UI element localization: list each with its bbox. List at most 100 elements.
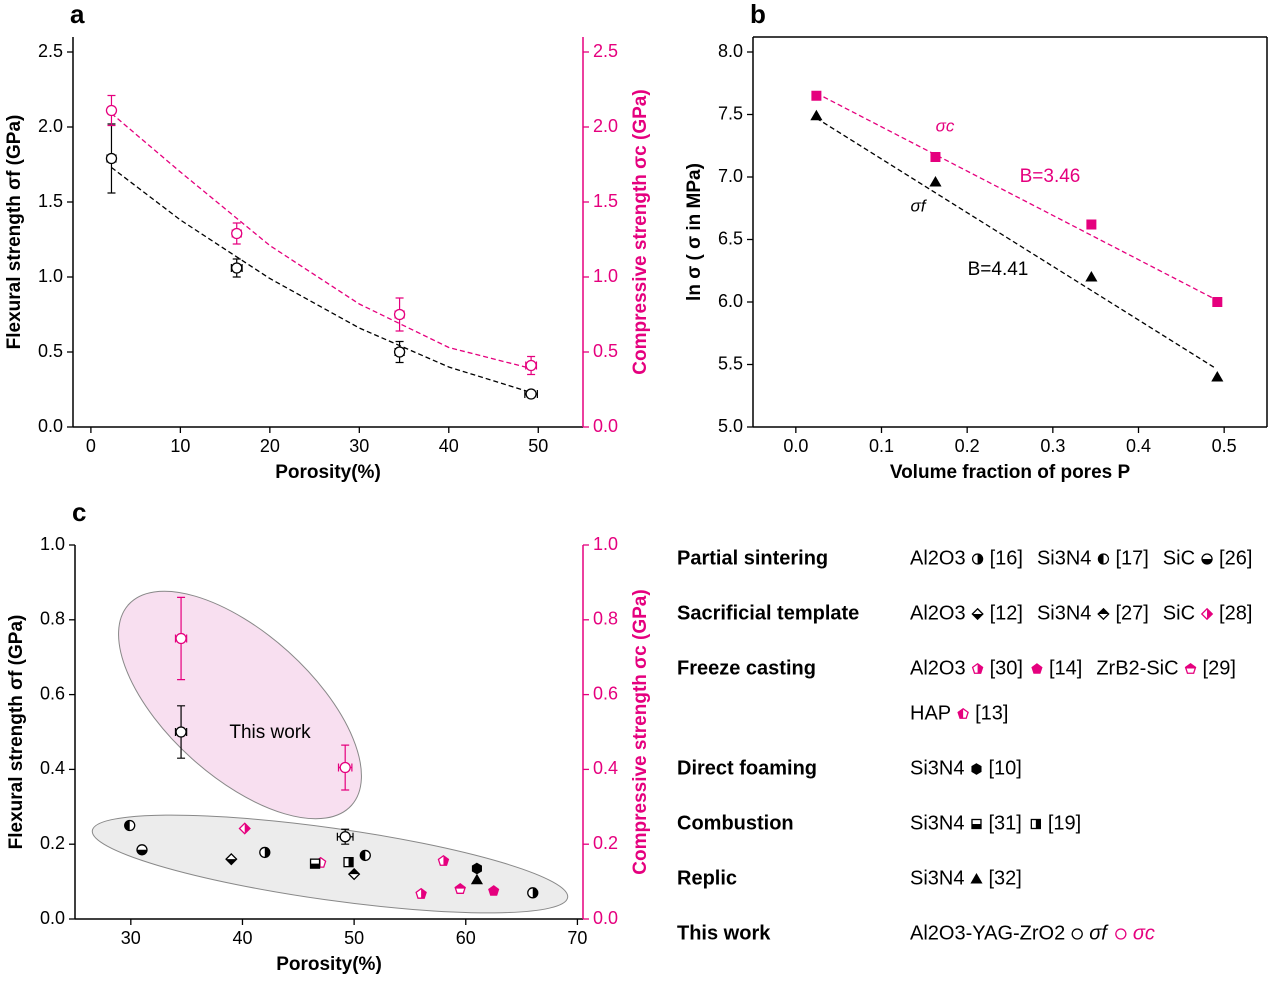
marker	[1212, 297, 1223, 307]
marker	[488, 885, 500, 896]
marker	[175, 726, 187, 738]
x-axis-title: Porosity(%)	[275, 462, 381, 483]
legend-material: HAP	[910, 702, 951, 724]
legend-marker	[1030, 818, 1041, 830]
y-tick-label: 0.8	[40, 609, 65, 629]
legend-material: Al2O3	[910, 602, 966, 624]
y-tick-label: 1.0	[38, 266, 63, 286]
marker	[309, 858, 321, 869]
y2-tick-label: 0.5	[593, 341, 618, 361]
legend-material: Si3N4	[1037, 602, 1091, 624]
y2-tick-label: 1.0	[593, 266, 618, 286]
annotation: This work	[229, 722, 311, 743]
legend-entry: [13]	[975, 702, 1008, 724]
y2-axis-title: Compressive strength σc (GPa)	[630, 589, 651, 874]
marker	[1085, 270, 1098, 282]
legend-marker	[971, 763, 982, 775]
x-tick-label: 70	[567, 928, 587, 948]
legend-entry: σc	[1133, 922, 1155, 944]
marker	[231, 227, 243, 240]
marker	[136, 844, 148, 856]
x-tick-label: 0.4	[1126, 436, 1151, 456]
panel-label: b	[750, 0, 766, 29]
y2-tick-label: 0.6	[593, 683, 618, 703]
legend-entry: [17]	[1115, 547, 1148, 569]
marker	[470, 873, 483, 885]
y2-tick-label: 0.4	[593, 758, 618, 778]
marker	[225, 852, 238, 866]
x-tick-label: 30	[349, 436, 369, 456]
x-tick-label: 0.2	[955, 436, 980, 456]
y2-tick-label: 1.0	[593, 534, 618, 554]
fit-line	[111, 113, 532, 370]
legend-entry: [12]	[990, 602, 1023, 624]
legend-marker	[1071, 928, 1083, 940]
marker	[471, 862, 482, 875]
x-tick-label: 50	[344, 928, 364, 948]
x-axis-title: Porosity(%)	[276, 954, 382, 975]
y2-axis-title: Compressive strength σc (GPa)	[630, 89, 651, 374]
y-tick-label: 0.6	[40, 683, 65, 703]
legend-marker	[971, 553, 984, 565]
legend-entry: [31]	[988, 812, 1021, 834]
y-tick-label: 1.5	[38, 191, 63, 211]
legend-marker	[1097, 553, 1110, 565]
y-tick-label: 5.0	[718, 416, 743, 436]
y-tick-label: 7.0	[718, 166, 743, 186]
marker	[105, 104, 118, 117]
legend-marker	[1184, 662, 1197, 674]
legend-material: Al2O3	[910, 547, 966, 569]
legend-group: Combustion	[677, 812, 794, 834]
y-tick-label: 6.5	[718, 228, 743, 248]
x-tick-label: 0.5	[1212, 436, 1237, 456]
marker	[105, 152, 118, 165]
x-tick-label: 40	[232, 928, 252, 948]
y-tick-label: 0.0	[38, 416, 63, 436]
x-tick-label: 0	[86, 436, 96, 456]
legend-material: SiC	[1163, 547, 1195, 569]
fit-line	[816, 117, 1216, 369]
legend-marker	[971, 818, 982, 830]
y2-tick-label: 1.5	[593, 191, 618, 211]
annotation: σc	[936, 116, 955, 135]
panel-label: c	[72, 497, 86, 527]
marker	[393, 346, 406, 358]
x-tick-label: 0.3	[1040, 436, 1065, 456]
legend-material: SiC	[1163, 602, 1195, 624]
y-axis-title: ln σ ( σ in MPa)	[684, 163, 705, 301]
legend-group: Freeze casting	[677, 657, 816, 679]
legend-entry: [27]	[1115, 602, 1148, 624]
y2-tick-label: 0.2	[593, 833, 618, 853]
legend-entry: [16]	[990, 547, 1023, 569]
marker	[415, 887, 427, 899]
legend-entry: [32]	[988, 867, 1021, 889]
fit-line	[111, 166, 532, 394]
x-tick-label: 50	[528, 436, 548, 456]
marker	[359, 849, 371, 862]
y-tick-label: 2.5	[38, 41, 63, 61]
marker	[929, 176, 942, 187]
y2-tick-label: 2.0	[593, 116, 618, 136]
marker	[1211, 370, 1224, 382]
x-tick-label: 20	[260, 436, 280, 456]
marker	[525, 359, 537, 372]
marker	[525, 388, 537, 400]
y-axis-title: Flexural strength σf (GPa)	[6, 615, 27, 850]
legend-material: Al2O3-YAG-ZrO2	[910, 922, 1065, 944]
legend-material: Si3N4	[910, 867, 964, 889]
fit-line	[816, 92, 1216, 301]
y-tick-label: 2.0	[38, 116, 63, 136]
marker	[393, 308, 406, 321]
y2-tick-label: 0.0	[593, 416, 618, 436]
y-tick-label: 0.0	[40, 908, 65, 928]
marker	[343, 857, 354, 868]
marker	[231, 262, 243, 274]
marker	[930, 152, 941, 162]
marker	[339, 761, 351, 774]
y-tick-label: 0.5	[38, 341, 63, 361]
legend-marker	[1031, 663, 1043, 674]
legend-marker	[957, 707, 969, 719]
legend-group: Replic	[677, 867, 737, 889]
legend-marker	[1200, 607, 1214, 621]
